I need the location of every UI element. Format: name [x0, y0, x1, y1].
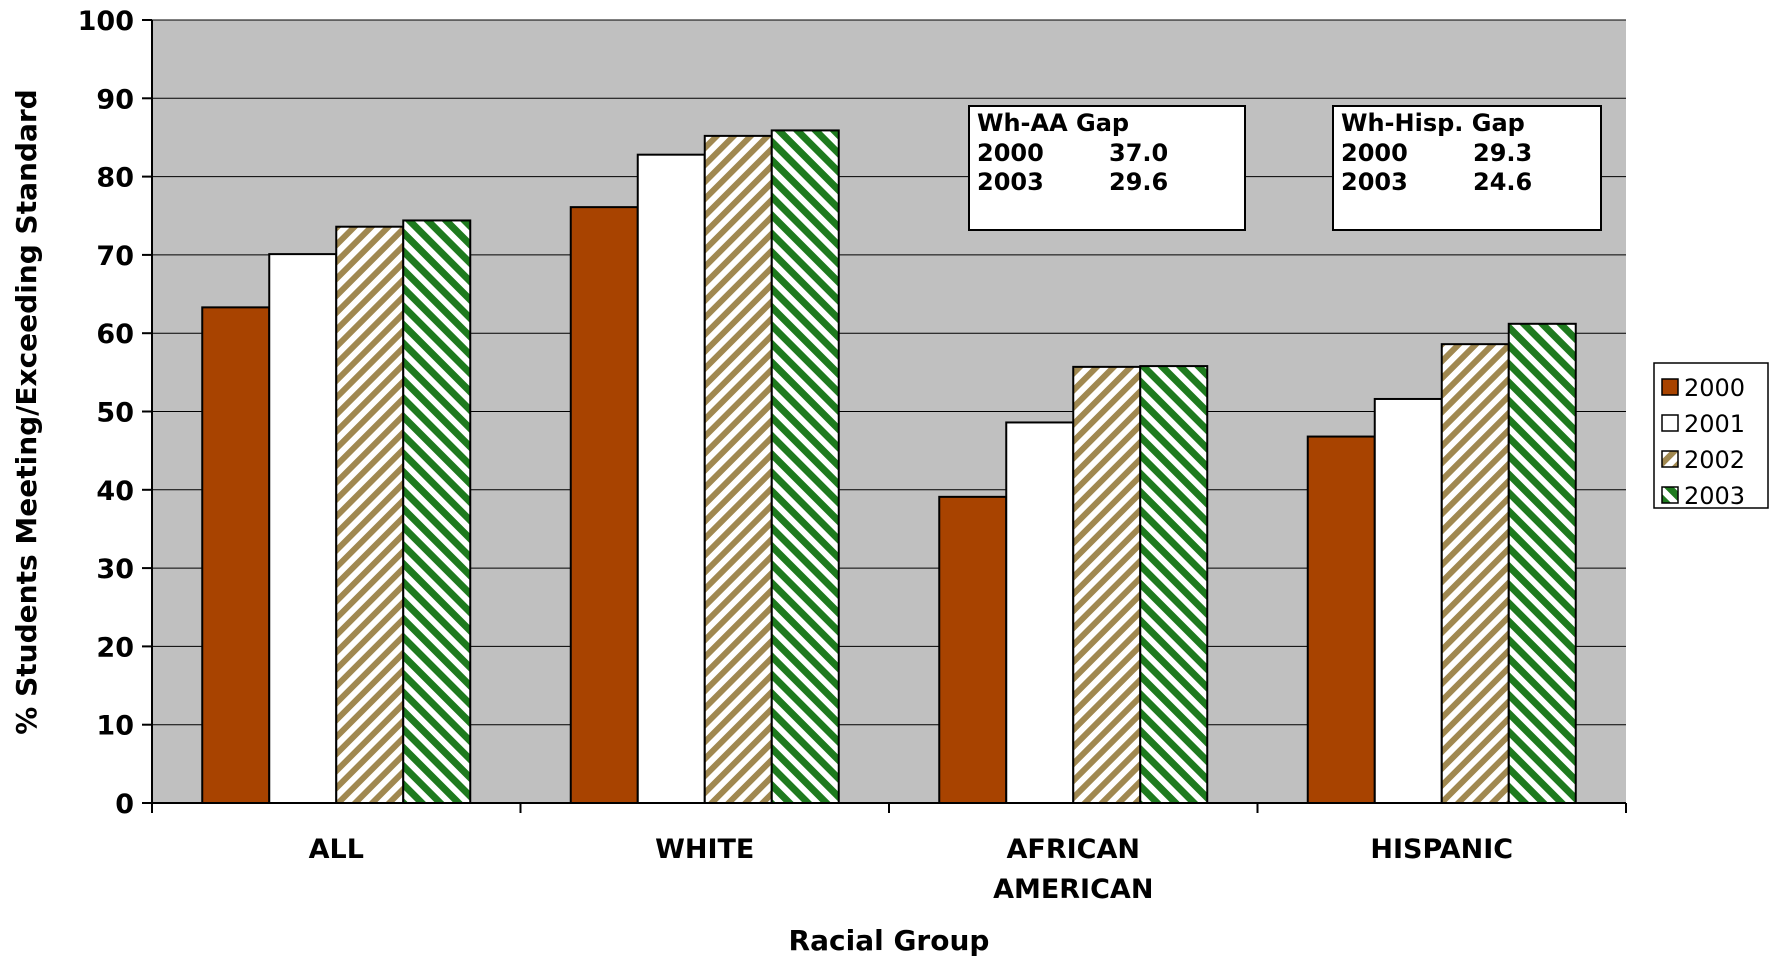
bar-2001: [268, 253, 338, 804]
bars: [201, 129, 1577, 805]
legend-label: 2000: [1684, 374, 1745, 402]
y-tick-label: 60: [96, 319, 134, 350]
gap-box-value: 29.6: [1109, 168, 1168, 196]
x-category-label: AFRICAN: [1007, 834, 1140, 865]
y-tick-label: 80: [96, 163, 134, 194]
y-tick-label: 10: [96, 711, 134, 742]
gap-box-title: Wh-Hisp. Gap: [1341, 109, 1525, 137]
x-axis: ALL WHITE AFRICAN AMERICAN HISPANIC: [151, 803, 1627, 905]
y-axis-title: % Students Meeting/Exceeding Standard: [10, 89, 43, 734]
legend-swatch-2000: [1661, 378, 1679, 396]
x-category-label: ALL: [309, 834, 364, 865]
gap-box: [968, 105, 1246, 231]
legend-swatch-2002: [1661, 450, 1679, 468]
bar-2002: [703, 134, 773, 805]
bar-2002: [1072, 365, 1142, 804]
legend-label: 2002: [1684, 446, 1745, 474]
bar-2003: [402, 219, 472, 804]
x-axis-title: Racial Group: [789, 924, 990, 957]
gap-box: [1332, 105, 1602, 231]
gap-box-value: 29.3: [1473, 139, 1532, 167]
y-tick-label: 90: [96, 84, 134, 115]
bar-2002: [335, 225, 405, 805]
legend-swatch-2001: [1661, 414, 1679, 432]
bar-2001: [636, 153, 706, 804]
y-tick-label: 50: [96, 398, 134, 429]
legend-label: 2003: [1684, 482, 1745, 510]
x-category-label: HISPANIC: [1370, 834, 1513, 865]
gap-box-year: 2000: [1341, 139, 1408, 167]
bar-2001: [1005, 421, 1075, 804]
legend-swatch-2003: [1661, 486, 1679, 504]
y-tick-label: 100: [78, 6, 134, 37]
gap-box-year: 2003: [1341, 168, 1408, 196]
y-tick-label: 20: [96, 632, 134, 663]
gap-box-title: Wh-AA Gap: [977, 109, 1129, 137]
y-tick-label: 40: [96, 476, 134, 507]
bar-2000: [201, 306, 271, 804]
y-tick-label: 30: [96, 554, 134, 585]
legend: 2000 2001 2002 2003: [1653, 362, 1769, 510]
bar-2003: [1139, 365, 1209, 804]
gap-box-year: 2000: [977, 139, 1044, 167]
bar-2000: [1306, 435, 1376, 804]
gap-box-value: 24.6: [1473, 168, 1532, 196]
bar-2000: [938, 495, 1008, 804]
gap-box-year: 2003: [977, 168, 1044, 196]
x-category-label: AMERICAN: [993, 874, 1153, 905]
bar-2003: [1507, 322, 1577, 804]
y-tick-label: 70: [96, 241, 134, 272]
bar-2000: [569, 206, 639, 804]
legend-label: 2001: [1684, 410, 1745, 438]
bar-2003: [770, 129, 840, 804]
x-category-label: WHITE: [655, 834, 754, 865]
gap-box-value: 37.0: [1109, 139, 1168, 167]
y-tick-label: 0: [115, 789, 134, 820]
bar-2002: [1440, 343, 1510, 804]
bar-2001: [1373, 397, 1443, 804]
y-axis: 0 10 20 30 40 50 60 70 80 90 100: [78, 6, 152, 820]
